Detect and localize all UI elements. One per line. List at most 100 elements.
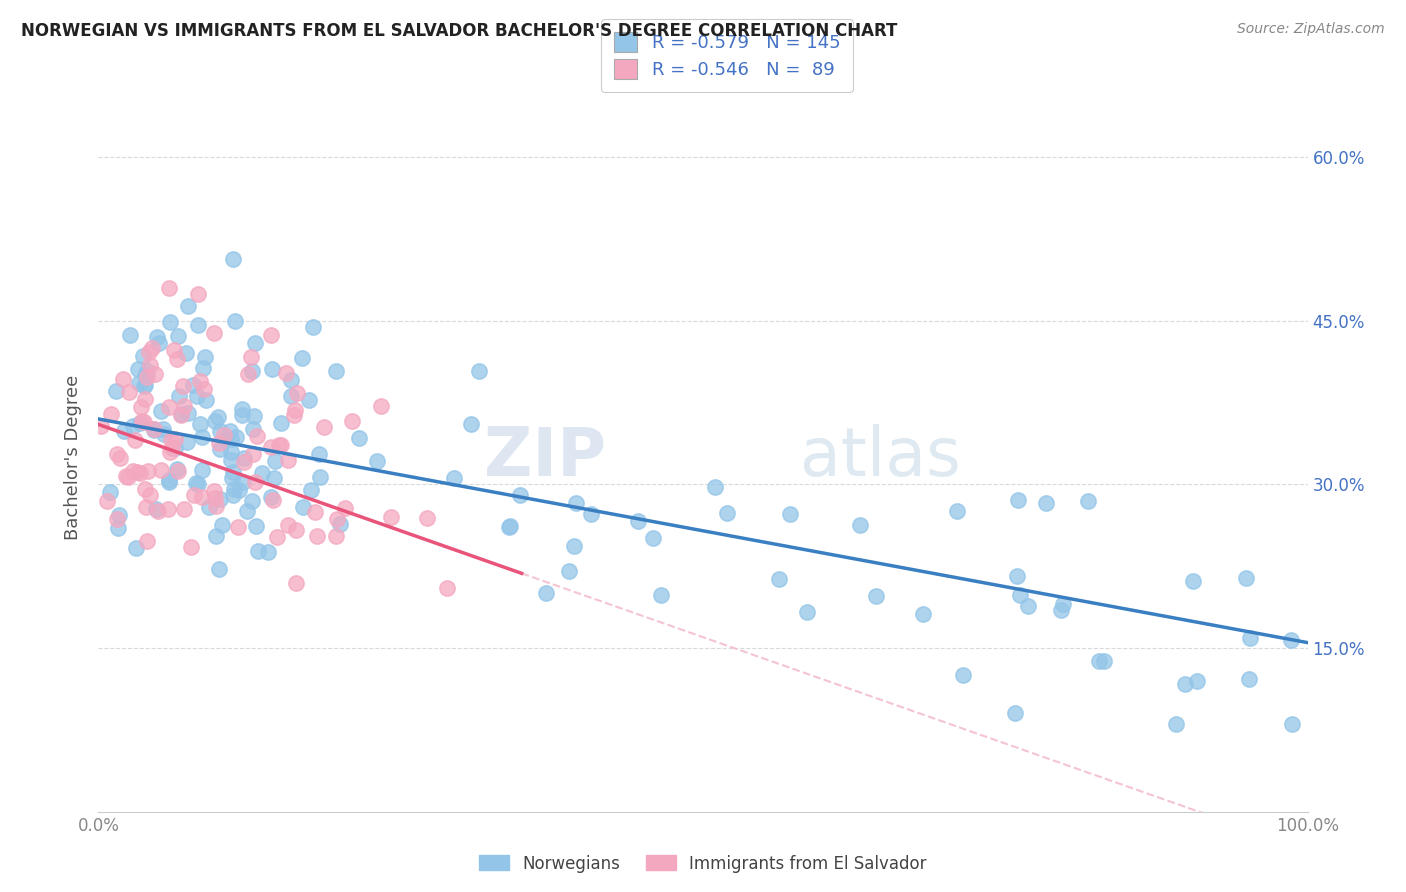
Point — [314, 420, 336, 434]
Point — [112, 372, 135, 386]
Point — [194, 351, 217, 365]
Point — [188, 374, 211, 388]
Point — [177, 405, 200, 419]
Point — [145, 501, 167, 516]
Point — [186, 476, 208, 491]
Point — [1049, 603, 1071, 617]
Point — [242, 447, 264, 461]
Point — [134, 392, 156, 407]
Point — [191, 463, 214, 477]
Point — [242, 409, 264, 424]
Point — [309, 470, 332, 484]
Point — [219, 445, 242, 459]
Point — [243, 475, 266, 489]
Point — [232, 455, 254, 469]
Point — [186, 389, 208, 403]
Point — [277, 518, 299, 533]
Point — [283, 409, 305, 423]
Point — [136, 370, 159, 384]
Point — [207, 435, 229, 450]
Point — [284, 523, 307, 537]
Point — [1008, 588, 1031, 602]
Point — [1035, 496, 1057, 510]
Point — [302, 320, 325, 334]
Point — [1087, 654, 1109, 668]
Point — [145, 329, 167, 343]
Point — [121, 464, 143, 478]
Point — [250, 467, 273, 481]
Point — [291, 351, 314, 365]
Point — [703, 481, 725, 495]
Point — [952, 668, 974, 682]
Point — [329, 516, 352, 531]
Point — [183, 488, 205, 502]
Point — [266, 530, 288, 544]
Point — [100, 407, 122, 421]
Point — [276, 366, 298, 380]
Point — [167, 464, 190, 478]
Point — [167, 389, 190, 403]
Point — [231, 401, 253, 416]
Point — [174, 346, 197, 360]
Point — [1182, 574, 1205, 589]
Point — [198, 500, 221, 514]
Point — [1237, 673, 1260, 687]
Point — [212, 428, 235, 442]
Point — [260, 362, 283, 376]
Point — [236, 503, 259, 517]
Point — [221, 452, 243, 467]
Point — [134, 379, 156, 393]
Point — [167, 329, 190, 343]
Point — [214, 433, 236, 447]
Point — [117, 384, 139, 399]
Point — [231, 409, 253, 423]
Point — [141, 341, 163, 355]
Point — [117, 469, 139, 483]
Point — [298, 393, 321, 408]
Point — [204, 414, 226, 428]
Point — [270, 437, 292, 451]
Point — [325, 364, 347, 378]
Point — [224, 313, 246, 327]
Point — [105, 512, 128, 526]
Point — [146, 503, 169, 517]
Point — [181, 378, 204, 392]
Point — [650, 588, 672, 602]
Point — [129, 466, 152, 480]
Point — [124, 541, 146, 556]
Point — [536, 585, 558, 599]
Point — [163, 432, 186, 446]
Point — [240, 494, 263, 508]
Point — [173, 399, 195, 413]
Point — [160, 442, 183, 456]
Point — [565, 496, 588, 510]
Point — [1279, 633, 1302, 648]
Point — [177, 299, 200, 313]
Point — [191, 430, 214, 444]
Point — [1005, 569, 1028, 583]
Point — [152, 427, 174, 442]
Point — [558, 564, 581, 578]
Point — [242, 364, 264, 378]
Point — [627, 514, 650, 528]
Point — [370, 399, 392, 413]
Point — [225, 430, 247, 444]
Point — [579, 507, 602, 521]
Point — [267, 438, 290, 452]
Point — [187, 318, 209, 332]
Point — [366, 454, 388, 468]
Point — [1017, 599, 1039, 613]
Point — [186, 475, 208, 490]
Point — [280, 389, 302, 403]
Point — [340, 414, 363, 428]
Point — [270, 416, 292, 430]
Point — [166, 462, 188, 476]
Point — [245, 519, 267, 533]
Text: NORWEGIAN VS IMMIGRANTS FROM EL SALVADOR BACHELOR'S DEGREE CORRELATION CHART: NORWEGIAN VS IMMIGRANTS FROM EL SALVADOR… — [21, 22, 897, 40]
Point — [304, 505, 326, 519]
Point — [149, 404, 172, 418]
Y-axis label: Bachelor's Degree: Bachelor's Degree — [65, 375, 83, 540]
Point — [104, 384, 127, 399]
Text: atlas: atlas — [800, 425, 960, 490]
Point — [135, 500, 157, 514]
